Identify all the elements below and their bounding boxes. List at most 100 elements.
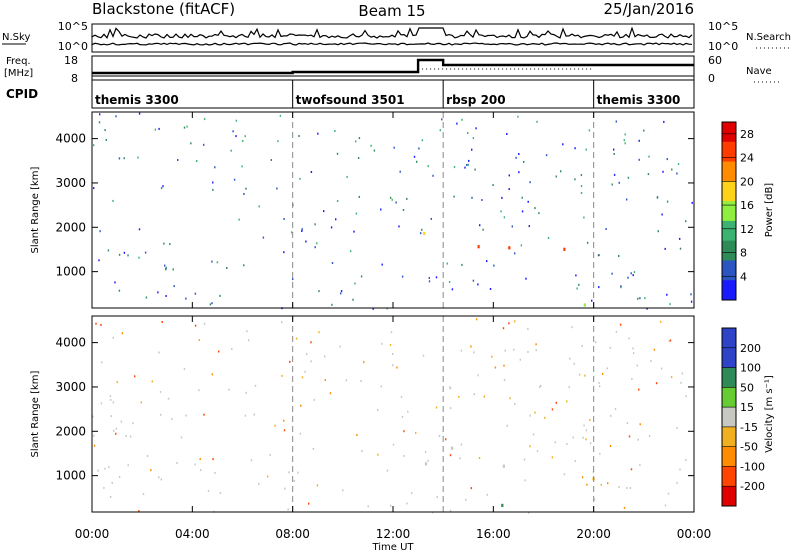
vel-scatter-cell xyxy=(685,395,687,398)
power-scatter-cell xyxy=(615,120,617,123)
vel-scatter-cell xyxy=(527,328,529,331)
vel-scatter-cell xyxy=(299,432,302,435)
vel-scatter-cell xyxy=(406,502,408,505)
power-scatter-cell xyxy=(245,187,247,190)
vel-scatter-cell xyxy=(274,424,276,427)
power-scatter-cell xyxy=(214,166,216,169)
power-scatter-cell xyxy=(336,152,339,155)
power-scatter-cell xyxy=(638,139,640,142)
vel-scatter-cell xyxy=(140,401,142,404)
vel-scatter-cell xyxy=(306,353,308,356)
power-scatter-cell xyxy=(669,303,671,306)
power-scatter-cell xyxy=(258,205,260,208)
power-scatter-cell xyxy=(310,171,313,173)
vel-scatter-cell xyxy=(589,418,591,421)
y-tick-label: 2000 xyxy=(55,220,86,234)
velocity-colorbar-swatch xyxy=(722,446,736,467)
power-scatter-cell xyxy=(402,209,405,211)
vel-scatter-cell xyxy=(632,352,635,355)
noise-left-tick-high: 10^5 xyxy=(58,20,88,33)
freq-right-label: Nave xyxy=(746,66,772,77)
power-scatter-cell xyxy=(226,267,228,269)
power-scatter-cell xyxy=(679,247,682,250)
x-tick-label: 08:00 xyxy=(275,527,310,541)
power-scatter-cell xyxy=(611,272,613,275)
vel-scatter-cell xyxy=(660,367,663,370)
vel-scatter-cell xyxy=(535,349,537,352)
vel-scatter-cell xyxy=(536,450,539,453)
power-scatter-cell xyxy=(301,228,303,231)
power-scatter-cell xyxy=(164,264,166,267)
freq-left-tick-high: 18 xyxy=(64,54,78,67)
vel-scatter-cell xyxy=(609,445,612,447)
power-scatter-cell xyxy=(98,121,101,124)
power-scatter-cell xyxy=(428,277,430,279)
velocity-colorbar-swatch xyxy=(722,367,736,388)
vel-scatter-cell xyxy=(266,475,269,478)
power-scatter-cell xyxy=(527,200,529,203)
power-scatter-cell xyxy=(518,153,520,155)
power-scatter-cell xyxy=(580,174,583,177)
vel-echo-cell xyxy=(424,462,428,466)
power-scatter-cell xyxy=(679,237,681,240)
vel-scatter-cell xyxy=(246,330,248,333)
vel-scatter-cell xyxy=(212,458,214,461)
freq-right-tick-high: 60 xyxy=(708,54,722,67)
noise-left-tick-low: 10^0 xyxy=(58,40,88,53)
power-scatter-cell xyxy=(441,118,443,121)
y-tick-label: 2000 xyxy=(55,424,86,438)
vel-scatter-cell xyxy=(618,486,620,488)
vel-scatter-cell xyxy=(610,414,612,417)
velocity-colorbar-swatch xyxy=(722,407,736,428)
vel-scatter-cell xyxy=(514,403,516,405)
vel-scatter-cell xyxy=(502,327,505,330)
power-scatter-cell xyxy=(643,129,645,132)
power-scatter-cell xyxy=(165,266,167,269)
x-tick-label: 12:00 xyxy=(376,527,411,541)
vel-scatter-cell xyxy=(396,366,398,369)
power-scatter-cell xyxy=(398,225,400,228)
y-tick-label: 4000 xyxy=(55,132,86,146)
power-scatter-cell xyxy=(666,200,669,203)
power-scatter-cell xyxy=(663,120,665,123)
power-colorbar-tick-label: 28 xyxy=(740,128,754,141)
power-scatter-cell xyxy=(471,196,473,199)
power-scatter-cell xyxy=(578,283,580,286)
power-scatter-cell xyxy=(233,178,236,181)
vel-scatter-cell xyxy=(655,382,658,385)
power-scatter-cell xyxy=(162,185,164,188)
vel-scatter-cell xyxy=(650,360,652,362)
power-scatter-cell xyxy=(613,173,616,176)
vel-scatter-cell xyxy=(101,361,103,364)
power-scatter-cell xyxy=(276,187,278,190)
velocity-colorbar-tick-label: 100 xyxy=(740,362,761,375)
power-scatter-cell xyxy=(471,148,473,151)
vel-scatter-cell xyxy=(377,409,379,411)
velocity-colorbar-label: Velocity [m s⁻¹] xyxy=(764,375,775,453)
power-scatter-cell xyxy=(183,126,186,129)
vel-scatter-cell xyxy=(424,451,427,454)
cpid-frame xyxy=(91,79,695,109)
vel-scatter-cell xyxy=(120,420,123,423)
frequency-trace xyxy=(92,58,694,75)
power-scatter-cell xyxy=(98,259,100,262)
power-scatter-cell xyxy=(169,243,171,246)
vel-scatter-cell xyxy=(436,496,438,499)
power-scatter-cell xyxy=(99,230,101,233)
vel-scatter-cell xyxy=(109,395,112,398)
power-scatter-cell xyxy=(620,285,622,288)
power-scatter-cell xyxy=(262,236,265,239)
power-scatter-cell xyxy=(580,185,583,188)
vel-scatter-cell xyxy=(606,367,608,370)
power-scatter-cell xyxy=(283,218,285,220)
vel-scatter-cell xyxy=(110,415,112,418)
vel-scatter-cell xyxy=(578,373,581,376)
vel-scatter-cell xyxy=(115,432,117,435)
power-scatter-cell xyxy=(627,276,629,279)
power-scatter-cell xyxy=(301,230,303,232)
vel-scatter-cell xyxy=(503,378,506,381)
power-scatter-cell xyxy=(317,132,319,135)
power-scatter-cell xyxy=(196,160,198,162)
vel-scatter-cell xyxy=(392,443,395,446)
station-title: Blackstone (fitACF) xyxy=(92,0,235,18)
